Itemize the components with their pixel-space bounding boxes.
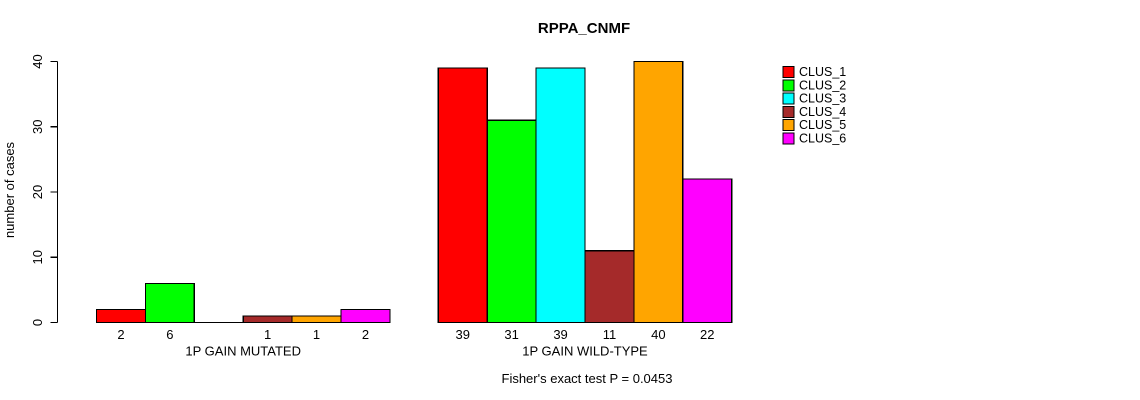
- y-tick-label: 10: [30, 250, 45, 264]
- y-tick-label: 0: [30, 319, 45, 326]
- bar: [682, 178, 733, 324]
- legend-item: CLUS_5: [782, 118, 846, 132]
- legend-label: CLUS_6: [799, 132, 846, 146]
- y-tick-label: 40: [30, 54, 45, 68]
- bar: [437, 67, 488, 324]
- bar-value-label: 11: [603, 327, 617, 342]
- bar: [584, 250, 635, 324]
- bar-value-label: 2: [117, 327, 124, 342]
- bar: [291, 315, 342, 324]
- y-tick-label: 30: [30, 120, 45, 134]
- legend-item: CLUS_2: [782, 78, 846, 92]
- legend-item: CLUS_4: [782, 105, 846, 119]
- bar: [242, 315, 293, 324]
- legend-swatch: [782, 132, 795, 145]
- bar: [144, 282, 195, 324]
- legend-label: CLUS_1: [799, 65, 846, 79]
- chart-title: RPPA_CNMF: [538, 20, 630, 37]
- y-tick-label: 20: [30, 185, 45, 199]
- bar: [535, 67, 586, 324]
- bar-value-label: 39: [456, 327, 470, 342]
- bar-value-label: 1: [313, 327, 320, 342]
- legend-swatch: [782, 79, 795, 92]
- legend-item: CLUS_3: [782, 92, 846, 106]
- bar-value-label: 6: [166, 327, 173, 342]
- legend-item: CLUS_6: [782, 132, 846, 146]
- bar-value-label: 40: [651, 327, 665, 342]
- legend-label: CLUS_5: [799, 118, 846, 132]
- bar-value-label: 1: [264, 327, 271, 342]
- legend-label: CLUS_3: [799, 92, 846, 106]
- bar: [340, 308, 391, 324]
- y-axis-label: number of cases: [2, 141, 17, 238]
- legend-label: CLUS_2: [799, 78, 846, 92]
- category-label: 1P GAIN MUTATED: [185, 344, 301, 359]
- bar-value-label: 22: [700, 327, 714, 342]
- bar: [95, 308, 147, 324]
- bar-value-label: 31: [504, 327, 518, 342]
- bar: [486, 119, 537, 324]
- legend-swatch: [782, 66, 795, 78]
- legend-swatch: [782, 119, 795, 132]
- bar-value-label: 2: [362, 327, 369, 342]
- legend-swatch: [782, 105, 795, 118]
- legend-swatch: [782, 92, 795, 105]
- bar: [633, 60, 684, 324]
- legend-item: CLUS_1: [782, 65, 846, 79]
- bar-value-label: 39: [553, 327, 567, 342]
- category-label: 1P GAIN WILD-TYPE: [522, 344, 648, 359]
- legend-label: CLUS_4: [799, 105, 846, 119]
- fisher-note: Fisher's exact test P = 0.0453: [502, 371, 673, 386]
